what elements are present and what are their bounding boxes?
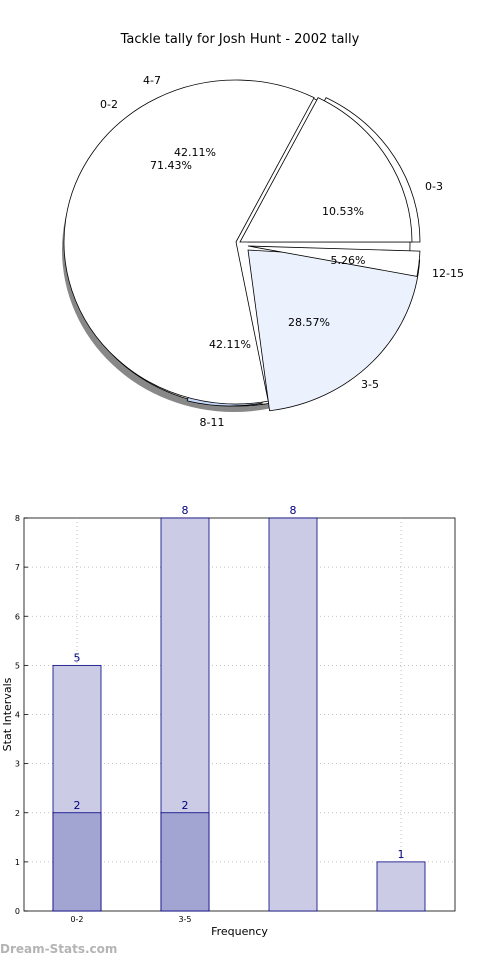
bar-light-label: 1 — [398, 848, 405, 861]
bar-ytick-label: 7 — [15, 563, 20, 572]
pie-wedge-3-5 — [247, 249, 421, 412]
bar-light-label: 8 — [182, 504, 189, 517]
pie-pct-8-11: 42.11% — [209, 338, 251, 351]
pie-pct-12-15: 5.26% — [331, 254, 366, 267]
pie-pct-0-2: 71.43% — [150, 159, 192, 172]
watermark: Dream-Stats.com — [0, 942, 118, 956]
pie-label-4-7: 4-7 — [143, 74, 161, 87]
bar-light — [268, 517, 318, 912]
bar-ytick-label: 3 — [15, 760, 20, 769]
pie-pct-3-5: 28.57% — [288, 316, 330, 329]
pie-label-12-15: 12-15 — [432, 267, 464, 280]
bar-dark-label: 2 — [74, 799, 81, 812]
pie-chart: 4-70-20-312-153-58-1142.11%71.43%10.53%5… — [63, 74, 464, 429]
pie-label-0-2: 0-2 — [100, 98, 118, 111]
pie-label-8-11: 8-11 — [200, 416, 225, 429]
pie-title: Tackle tally for Josh Hunt - 2002 tally — [120, 32, 360, 47]
bar-ytick-label: 1 — [15, 858, 20, 867]
bar-dark — [52, 812, 102, 912]
bar-chart: 0 1 2 3 4 5 6 7 8 5 2 0-2 8 2 3-5 8 1 Frequency Stat Inter… — [1, 504, 456, 938]
bar-ylabel: Stat Intervals — [1, 677, 14, 751]
pie-wedge-12-15 — [247, 245, 421, 277]
bar-dark — [160, 812, 210, 912]
bar-dark-label: 2 — [182, 799, 189, 812]
bar-xtick-label: 0-2 — [70, 915, 83, 924]
pie-wedge-0-2-top — [63, 79, 315, 405]
bar-ytick-label: 4 — [15, 711, 20, 720]
pie-label-3-5: 3-5 — [361, 378, 379, 391]
bar-ytick-label: 2 — [15, 809, 20, 818]
pie-pct-0-3: 10.53% — [322, 205, 364, 218]
bar-light-label: 8 — [290, 504, 297, 517]
bar-light-label: 5 — [74, 651, 81, 664]
pie-pct-4-7: 42.11% — [174, 146, 216, 159]
bar-xtick-label: 3-5 — [178, 915, 191, 924]
bar-ytick-label: 0 — [15, 907, 20, 916]
pie-wedge-4-7 — [239, 97, 413, 243]
pie-label-0-3: 0-3 — [425, 180, 443, 193]
bar-ytick-label: 5 — [15, 661, 20, 670]
bar-light — [376, 861, 426, 912]
bar-xlabel: Frequency — [211, 925, 268, 938]
bar-ytick-label: 6 — [15, 612, 20, 621]
bar-ytick-label: 8 — [15, 514, 20, 523]
